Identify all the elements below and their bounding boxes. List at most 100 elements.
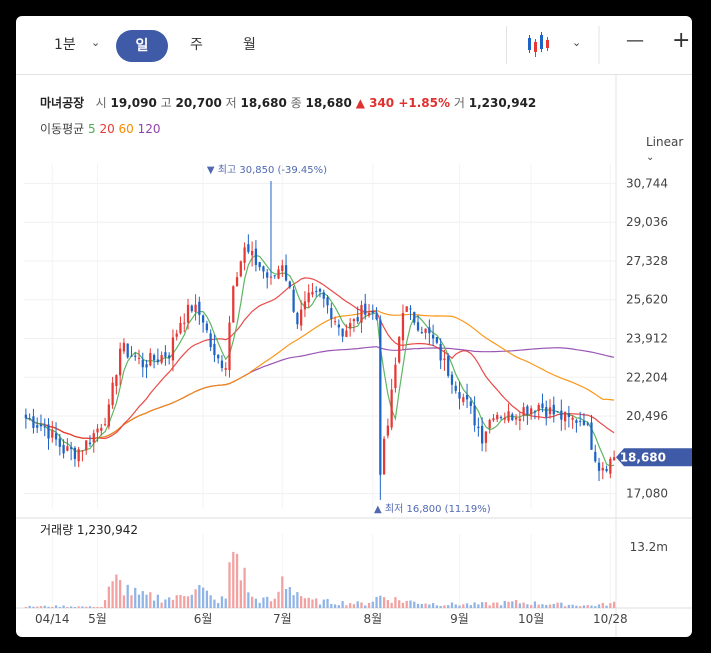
candle-body: [171, 337, 175, 361]
candle-body: [582, 420, 586, 425]
candle-body: [303, 301, 307, 310]
volume-bar: [115, 574, 118, 608]
candle-body: [266, 272, 269, 278]
candle-body: [431, 334, 435, 339]
candle-body: [571, 417, 574, 420]
candle-body: [514, 417, 518, 420]
volume-bar: [70, 606, 73, 608]
volume-bar: [209, 595, 212, 608]
candle-body: [341, 328, 344, 337]
candle-body: [349, 322, 352, 329]
candle-body: [315, 291, 318, 293]
chart-type-chevron-icon[interactable]: ⌄: [572, 36, 582, 49]
volume-bar: [201, 587, 205, 608]
candle-body: [511, 414, 514, 421]
volume-bar: [556, 602, 559, 608]
volume-bar: [428, 604, 431, 608]
volume-bar: [24, 606, 28, 608]
volume-bar: [398, 600, 401, 608]
candle-body: [107, 404, 110, 427]
volume-bar: [533, 601, 537, 608]
volume-bar: [39, 606, 43, 608]
high-value: 20,700: [175, 96, 222, 110]
volume-bar: [137, 594, 141, 608]
volume-bar: [51, 606, 54, 608]
volume-bar: [371, 601, 374, 608]
volume-bar: [401, 602, 405, 608]
volume-bar: [122, 595, 126, 608]
open-value: 19,090: [110, 96, 157, 110]
y-tick-label: 30,744: [626, 176, 668, 190]
volume-bar: [337, 605, 340, 608]
period-day-button[interactable]: 일: [116, 30, 168, 62]
candle-body: [337, 324, 340, 328]
candle-body: [345, 330, 348, 337]
candle-body: [239, 261, 242, 277]
volume-bar: [247, 592, 250, 608]
volume-bar: [198, 584, 201, 608]
candle-body: [149, 352, 152, 366]
candle-body: [122, 342, 126, 352]
candle-body: [243, 247, 246, 263]
volume-bar: [243, 567, 246, 608]
candle-body: [183, 322, 186, 324]
volume-bar: [330, 603, 333, 608]
volume-bar: [571, 604, 574, 608]
chevron-down-icon[interactable]: ⌄: [91, 36, 101, 49]
candle-body: [424, 328, 427, 333]
period-month-button[interactable]: 월: [243, 37, 256, 53]
period-week-button[interactable]: 주: [190, 37, 203, 53]
candle-body: [77, 449, 80, 462]
scale-select[interactable]: Linear ⌄: [646, 135, 692, 163]
price-chart[interactable]: 30,744 29,036 27,328 25,620 23,912 22,204 20,4…: [16, 16, 692, 637]
open-label: 시: [95, 96, 107, 110]
volume-bar: [416, 603, 420, 608]
candle-body: [284, 265, 288, 281]
candle-body: [186, 304, 190, 323]
volume-bar: [190, 594, 193, 608]
volume-bar: [590, 605, 593, 608]
volume-bar: [254, 598, 258, 608]
volume-bar: [92, 607, 95, 608]
volume-tick-label: 13.2m: [630, 540, 668, 554]
candle-body: [597, 462, 601, 471]
close-value: 18,680: [305, 96, 352, 110]
volume-bar: [597, 604, 601, 608]
volume-bar: [379, 595, 382, 608]
candle-body: [428, 327, 431, 334]
candle-body: [311, 291, 314, 295]
candle-body: [51, 430, 54, 438]
zoom-out-icon[interactable]: —: [626, 30, 644, 51]
volume-bar: [484, 602, 488, 608]
candle-body: [375, 314, 378, 320]
candle-body: [115, 375, 118, 386]
volume-bar: [514, 600, 518, 608]
low-label: 저: [225, 96, 237, 110]
volume-bar: [390, 602, 393, 608]
volume-bar: [179, 594, 182, 608]
volume-bar: [228, 562, 231, 608]
candle-body: [560, 410, 563, 420]
volume-bar: [175, 595, 178, 608]
x-tick-label: 7월: [273, 612, 292, 626]
zoom-in-icon[interactable]: +: [672, 28, 691, 53]
candle-body: [409, 308, 412, 310]
volume-bar: [375, 596, 378, 608]
candle-body: [145, 364, 148, 368]
candle-body: [164, 352, 167, 357]
volume-bar: [292, 595, 295, 608]
candle-body: [533, 411, 537, 413]
volume-bar: [141, 591, 144, 608]
volume-bar: [435, 605, 439, 608]
candle-body: [465, 394, 469, 400]
interval-select[interactable]: 1분: [54, 37, 76, 53]
candle-body: [39, 424, 43, 427]
candle-body: [258, 262, 261, 268]
current-price-tag: [616, 448, 692, 467]
volume-bar: [318, 604, 322, 608]
volume-bar: [284, 589, 288, 608]
volume-bar: [488, 605, 491, 608]
candle-body: [160, 355, 163, 363]
volume-bar: [567, 604, 570, 608]
volume-bar: [349, 603, 352, 608]
